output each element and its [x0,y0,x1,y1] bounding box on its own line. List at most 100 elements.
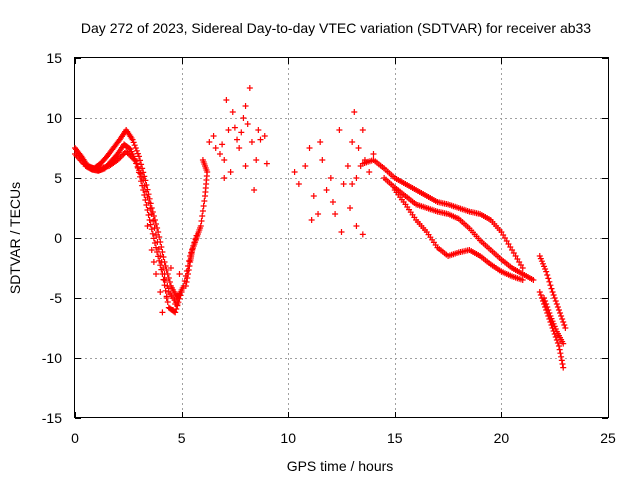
data-point [557,350,564,357]
y-tick-label: 15 [46,50,62,66]
data-point [234,136,241,143]
data-point [148,211,155,217]
data-point [238,129,245,136]
axis-ticks [75,58,609,419]
data-point [145,212,152,218]
data-point [545,275,552,282]
data-point [160,254,167,260]
data-point [133,160,140,167]
data-point [150,235,157,242]
data-point [227,169,234,175]
data-point [353,223,360,229]
data-point [131,142,138,149]
data-point [229,109,236,115]
data-point [546,278,553,285]
data-point [558,353,565,360]
data-point [552,298,559,304]
y-tick-label: 5 [54,170,62,186]
data-point [197,223,204,229]
grid [75,58,608,418]
data-point [560,364,567,371]
y-tick-label: 10 [46,110,62,126]
data-point [549,289,556,295]
data-point [542,298,549,304]
data-point [167,265,174,271]
x-tick-label: 20 [494,430,510,446]
data-point [546,310,553,316]
data-point [157,262,164,269]
data-point [246,85,253,91]
data-point [530,277,537,283]
series-dip-4to5 [144,223,183,316]
data-point [240,115,247,121]
data-point [308,217,315,223]
data-point [176,295,183,302]
data-point [212,145,219,151]
data-point [146,217,153,223]
data-point [158,259,165,265]
data-point [160,265,167,271]
data-point [251,187,258,193]
data-point [129,136,136,143]
x-tick-label: 15 [387,430,403,446]
data-point [183,279,190,285]
data-point [141,192,148,198]
data-point [554,304,561,310]
data-point [541,295,548,301]
data-point [315,211,322,217]
data-point [130,139,137,146]
data-point [131,157,138,163]
data-point [155,246,162,252]
data-point [351,109,358,115]
data-point [173,306,180,312]
data-point [543,301,550,307]
data-point [134,150,141,157]
data-point [543,268,550,275]
data-point [148,247,155,253]
y-tick-label: 0 [54,230,62,246]
data-point [306,145,313,151]
data-point [255,127,262,133]
data-point [555,307,562,313]
data-point [221,175,228,181]
data-point [186,263,193,269]
x-axis-label: GPS time / hours [287,458,394,474]
data-point [184,271,191,277]
data-point [344,163,351,169]
data-point [178,289,185,295]
data-point [156,234,163,240]
data-point [201,198,208,204]
data-point [219,141,226,148]
data-point [162,287,169,294]
data-point [329,199,336,205]
data-point [137,170,144,177]
data-point [137,157,144,164]
data-point [355,145,362,151]
data-point [327,175,334,181]
data-point [349,181,356,187]
data-point [206,139,213,145]
data-point [560,319,567,325]
data-point [338,229,345,235]
data-point [544,304,551,310]
data-point [150,218,157,224]
series-evening-2 [381,175,537,283]
data-point [536,289,543,295]
data-point [359,231,366,238]
data-point [553,301,560,307]
data-point [559,361,566,367]
data-point [163,267,170,273]
x-tick-label: 0 [71,430,79,446]
data-point [359,127,366,133]
data-point [161,277,168,283]
series-scatter-6to9 [206,85,270,193]
data-point [544,272,551,278]
data-point [562,325,569,331]
data-point [147,205,154,212]
data-point [149,230,156,237]
data-point [161,282,168,289]
data-point [216,151,223,157]
data-point [157,289,164,295]
data-point [551,295,558,301]
